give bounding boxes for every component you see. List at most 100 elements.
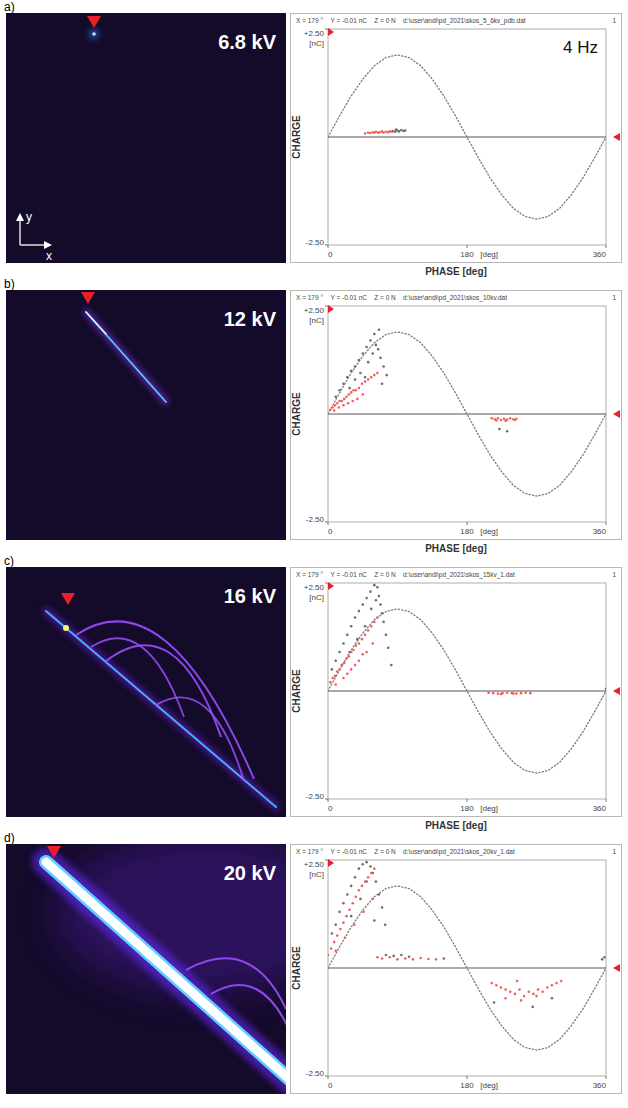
chart-frame (291, 568, 622, 817)
pd-pulse (369, 339, 372, 342)
streamer-branch (211, 985, 286, 1034)
axis-letter: x (46, 249, 52, 263)
pd-pulse (350, 625, 353, 628)
pd-pulse (514, 419, 517, 422)
pd-pulse (509, 417, 512, 420)
pd-pulse (371, 898, 374, 901)
x-tick-label: 360 (593, 250, 607, 259)
pd-pulse (504, 997, 507, 1000)
y-axis-title: CHARGE (291, 946, 302, 990)
streamer-glow (46, 862, 286, 1094)
pd-pulse (338, 911, 341, 914)
y-tick (325, 522, 328, 523)
pd-pulse (334, 395, 337, 398)
pd-pulse (504, 988, 507, 991)
pd-pulse (339, 928, 342, 931)
pd-pulse (400, 129, 403, 132)
pd-pulse (351, 400, 354, 403)
pd-pulse (500, 693, 503, 696)
pd-pulse (378, 328, 381, 331)
pd-pulse (373, 584, 376, 587)
data-group (328, 328, 606, 496)
pd-pulse (367, 629, 370, 632)
y-axis-title: CHARGE (291, 392, 302, 436)
pd-pulse (601, 958, 604, 961)
pd-pulse (334, 683, 337, 686)
pd-pulse (342, 902, 345, 905)
pd-pulse (378, 595, 381, 598)
y-tick (325, 29, 328, 30)
pd-pulse (385, 374, 388, 377)
y-unit: [nC] (309, 593, 324, 602)
pd-pulse (350, 391, 353, 394)
y-tick (325, 306, 328, 307)
x-tick-label: 360 (593, 804, 607, 813)
pd-pulse (497, 692, 500, 695)
pd-pulse (364, 376, 367, 379)
pd-pulse (375, 880, 378, 883)
x-tick-label: 180 (460, 527, 474, 536)
pd-pulse (345, 915, 348, 918)
pd-pulse (492, 692, 495, 695)
pd-pulse (334, 404, 337, 407)
pd-pulse (361, 638, 364, 641)
pd-pulse (395, 128, 398, 131)
pd-pulse (331, 406, 334, 409)
pd-pulse (555, 982, 558, 985)
pd-pulse (338, 400, 341, 403)
pd-pulse (362, 911, 365, 914)
header-text: d:\user\andi\pd_2021\skos_10kv.dat (403, 294, 507, 302)
pd-pulse (493, 1001, 496, 1004)
x-tick-label: 360 (593, 1081, 607, 1090)
arrow (20, 244, 48, 245)
streamer-branch (106, 645, 221, 737)
marker-triangle (87, 16, 101, 28)
pd-pulse (375, 599, 378, 602)
pd-pulse (345, 657, 348, 660)
pd-pulse (503, 417, 506, 420)
pd-pulse (412, 958, 415, 961)
pd-pulse (361, 603, 364, 606)
cursor-marker (328, 28, 334, 36)
pd-pulse (518, 988, 521, 991)
pd-pulse (370, 872, 373, 875)
y-unit: [nC] (309, 39, 324, 48)
streamer-core (46, 862, 286, 1094)
pd-pulse (361, 863, 364, 866)
panel-letter: a) (4, 0, 15, 14)
header-text: Z = 0 N (374, 848, 396, 855)
pd-pulse (346, 893, 349, 896)
pd-pulse (378, 131, 381, 134)
pd-pulse (370, 608, 373, 611)
pd-pulse (382, 131, 385, 134)
pd-pulse (331, 677, 334, 680)
pd-pulse (381, 612, 384, 615)
pd-pulse (435, 958, 438, 961)
pd-pulse (355, 895, 358, 898)
pd-pulse (328, 954, 329, 957)
x-tick (467, 245, 468, 248)
reference-sine (328, 609, 606, 773)
prpd-chart: X = 179 °Y = -0.01 nCZ = 0 Nd:\user\andi… (291, 845, 622, 1094)
x-tick-label: 360 (593, 527, 607, 536)
pd-pulse (603, 956, 606, 959)
cursor-marker (613, 410, 620, 418)
y-tick (325, 1076, 328, 1077)
pd-pulse (344, 936, 347, 939)
pd-pulse (336, 402, 339, 405)
pd-pulse (512, 692, 515, 695)
pd-pulse (500, 419, 503, 422)
header-text: Y = -0.01 nC (330, 17, 367, 24)
pd-pulse (373, 621, 376, 624)
pd-pulse (385, 131, 388, 134)
header-text: X = 179 ° (296, 571, 323, 578)
header-text: X = 179 ° (296, 294, 323, 301)
pd-pulse (343, 398, 346, 401)
pd-pulse (391, 131, 394, 134)
pd-pulse (364, 880, 367, 883)
discharge-spot (92, 32, 96, 36)
pd-pulse (535, 995, 538, 998)
pd-pulse (355, 389, 358, 392)
y-tick-label: -2.50 (306, 1069, 325, 1078)
y-tick-label: +2.50 (304, 860, 325, 869)
